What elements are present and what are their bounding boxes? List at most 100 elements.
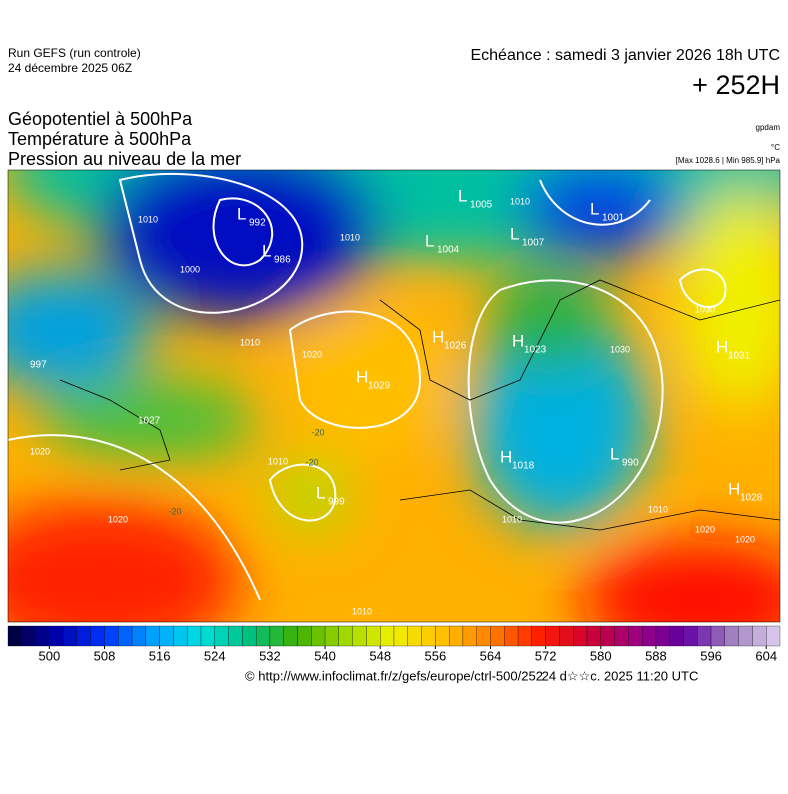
map <box>8 170 780 622</box>
center-value: 1007 <box>522 238 545 249</box>
colorbar-cell <box>559 625 574 647</box>
center-value: 1028 <box>740 493 763 504</box>
isobar-label: 1010 <box>352 606 372 616</box>
colorbar-cell <box>104 625 119 647</box>
colorbar-cell <box>517 625 533 647</box>
colorbar-cell <box>545 625 560 647</box>
center-letter: L <box>425 231 434 250</box>
center-value: 1004 <box>437 245 460 256</box>
valid-time: Echéance : samedi 3 janvier 2026 18h UTC <box>470 47 780 64</box>
colorbar-cell <box>766 625 781 647</box>
colorbar-tick-label: 524 <box>204 648 226 663</box>
center-letter: H <box>356 367 368 386</box>
unit: gpdam <box>756 123 781 132</box>
center-letter: L <box>237 204 246 223</box>
colorbar-tick-label: 596 <box>700 648 722 663</box>
colorbar-cell <box>738 625 753 647</box>
isobar-label: 1010 <box>240 337 260 347</box>
colorbar-cell <box>393 625 408 647</box>
colorbar-cell <box>159 625 174 647</box>
colorbar-cell <box>435 625 450 647</box>
isobar-label: 1010 <box>510 196 530 206</box>
center-letter: H <box>500 447 512 466</box>
title: Température à 500hPa <box>8 129 192 149</box>
colorbar-cell <box>352 625 367 647</box>
center-value: 1023 <box>524 345 547 356</box>
colorbar-cell <box>724 625 739 647</box>
isobar-label: 1010 <box>502 514 522 524</box>
isobar-label: 1020 <box>695 524 715 534</box>
center-letter: L <box>610 444 619 463</box>
temperature-label: -20 <box>305 457 318 467</box>
colorbar-tick-label: 516 <box>149 648 171 663</box>
center-value: 1031 <box>728 351 751 362</box>
isobar-label: 1030 <box>695 304 715 314</box>
colorbar-cell <box>7 625 22 647</box>
center-letter: L <box>316 483 325 502</box>
colorbar-cell <box>255 625 271 647</box>
title: Géopotentiel à 500hPa <box>8 109 193 129</box>
center-value: 1029 <box>368 381 391 392</box>
colorbar-cell <box>35 625 50 647</box>
colorbar-cell <box>683 625 698 647</box>
colorbar-cell <box>448 625 464 647</box>
colorbar-tick-label: 564 <box>480 648 502 663</box>
isobar-label: 1030 <box>610 344 630 354</box>
colorbar-cell <box>531 625 546 647</box>
colorbar-cell <box>669 625 684 647</box>
colorbar-cell <box>614 625 629 647</box>
colorbar-cell <box>490 625 505 647</box>
colorbar-cell <box>600 625 615 647</box>
title: Pression au niveau de la mer <box>8 149 241 169</box>
run: Run GEFS (run controle) <box>8 46 141 60</box>
colorbar-cell <box>145 625 160 647</box>
colorbar-tick-label: 556 <box>425 648 447 663</box>
center-value: 1005 <box>470 200 493 211</box>
colorbar-cell <box>628 625 643 647</box>
colorbar-cell <box>187 625 202 647</box>
isobar-label: 1010 <box>648 504 668 514</box>
colorbar-tick-label: 500 <box>39 648 61 663</box>
colorbar-cell <box>641 625 657 647</box>
colorbar-cell <box>752 625 767 647</box>
center-value: 997 <box>30 360 47 371</box>
center-value: 999 <box>328 497 345 508</box>
colorbar-tick-label: 540 <box>314 648 336 663</box>
colorbar-cell <box>421 625 436 647</box>
center-letter: L <box>510 224 519 243</box>
colorbar-cell <box>407 625 422 647</box>
colorbar-cell <box>242 625 257 647</box>
center-value: 1026 <box>444 341 467 352</box>
colorbar-tick-label: 604 <box>755 648 777 663</box>
colorbar-cell <box>118 625 133 647</box>
colorbar-cell <box>586 625 601 647</box>
center-value: 986 <box>274 255 291 266</box>
isobar-label: 1020 <box>108 514 128 524</box>
colorbar-cell <box>366 625 381 647</box>
colorbar-tick-label: 532 <box>259 648 281 663</box>
isobar-label: 1000 <box>180 264 200 274</box>
isobar-label: 1010 <box>268 456 288 466</box>
center-letter: H <box>512 331 524 350</box>
source-url: © http://www.infoclimat.fr/z/gefs/europe… <box>245 668 543 683</box>
colorbar-cell <box>710 625 726 647</box>
isobar-label: 1010 <box>138 214 158 224</box>
colorbar-cell <box>173 625 188 647</box>
lead-time: + 252H <box>692 70 780 100</box>
colorbar-cell <box>504 625 519 647</box>
colorbar-cell <box>76 625 91 647</box>
temperature-label: -20 <box>168 506 181 516</box>
colorbar-cell <box>228 625 243 647</box>
colorbar-cell <box>49 625 64 647</box>
center-letter: H <box>716 337 728 356</box>
colorbar-cell <box>697 625 712 647</box>
center-value: 990 <box>622 458 639 469</box>
isobar-label: 1020 <box>302 349 322 359</box>
colorbar-cell <box>62 625 78 647</box>
colorbar-cell <box>131 625 147 647</box>
unit: °C <box>771 143 780 152</box>
colorbar-cell <box>269 625 284 647</box>
pressure-range: [Max 1028.6 | Min 985.9] hPa <box>676 156 781 165</box>
center-value: 1001 <box>602 213 625 224</box>
